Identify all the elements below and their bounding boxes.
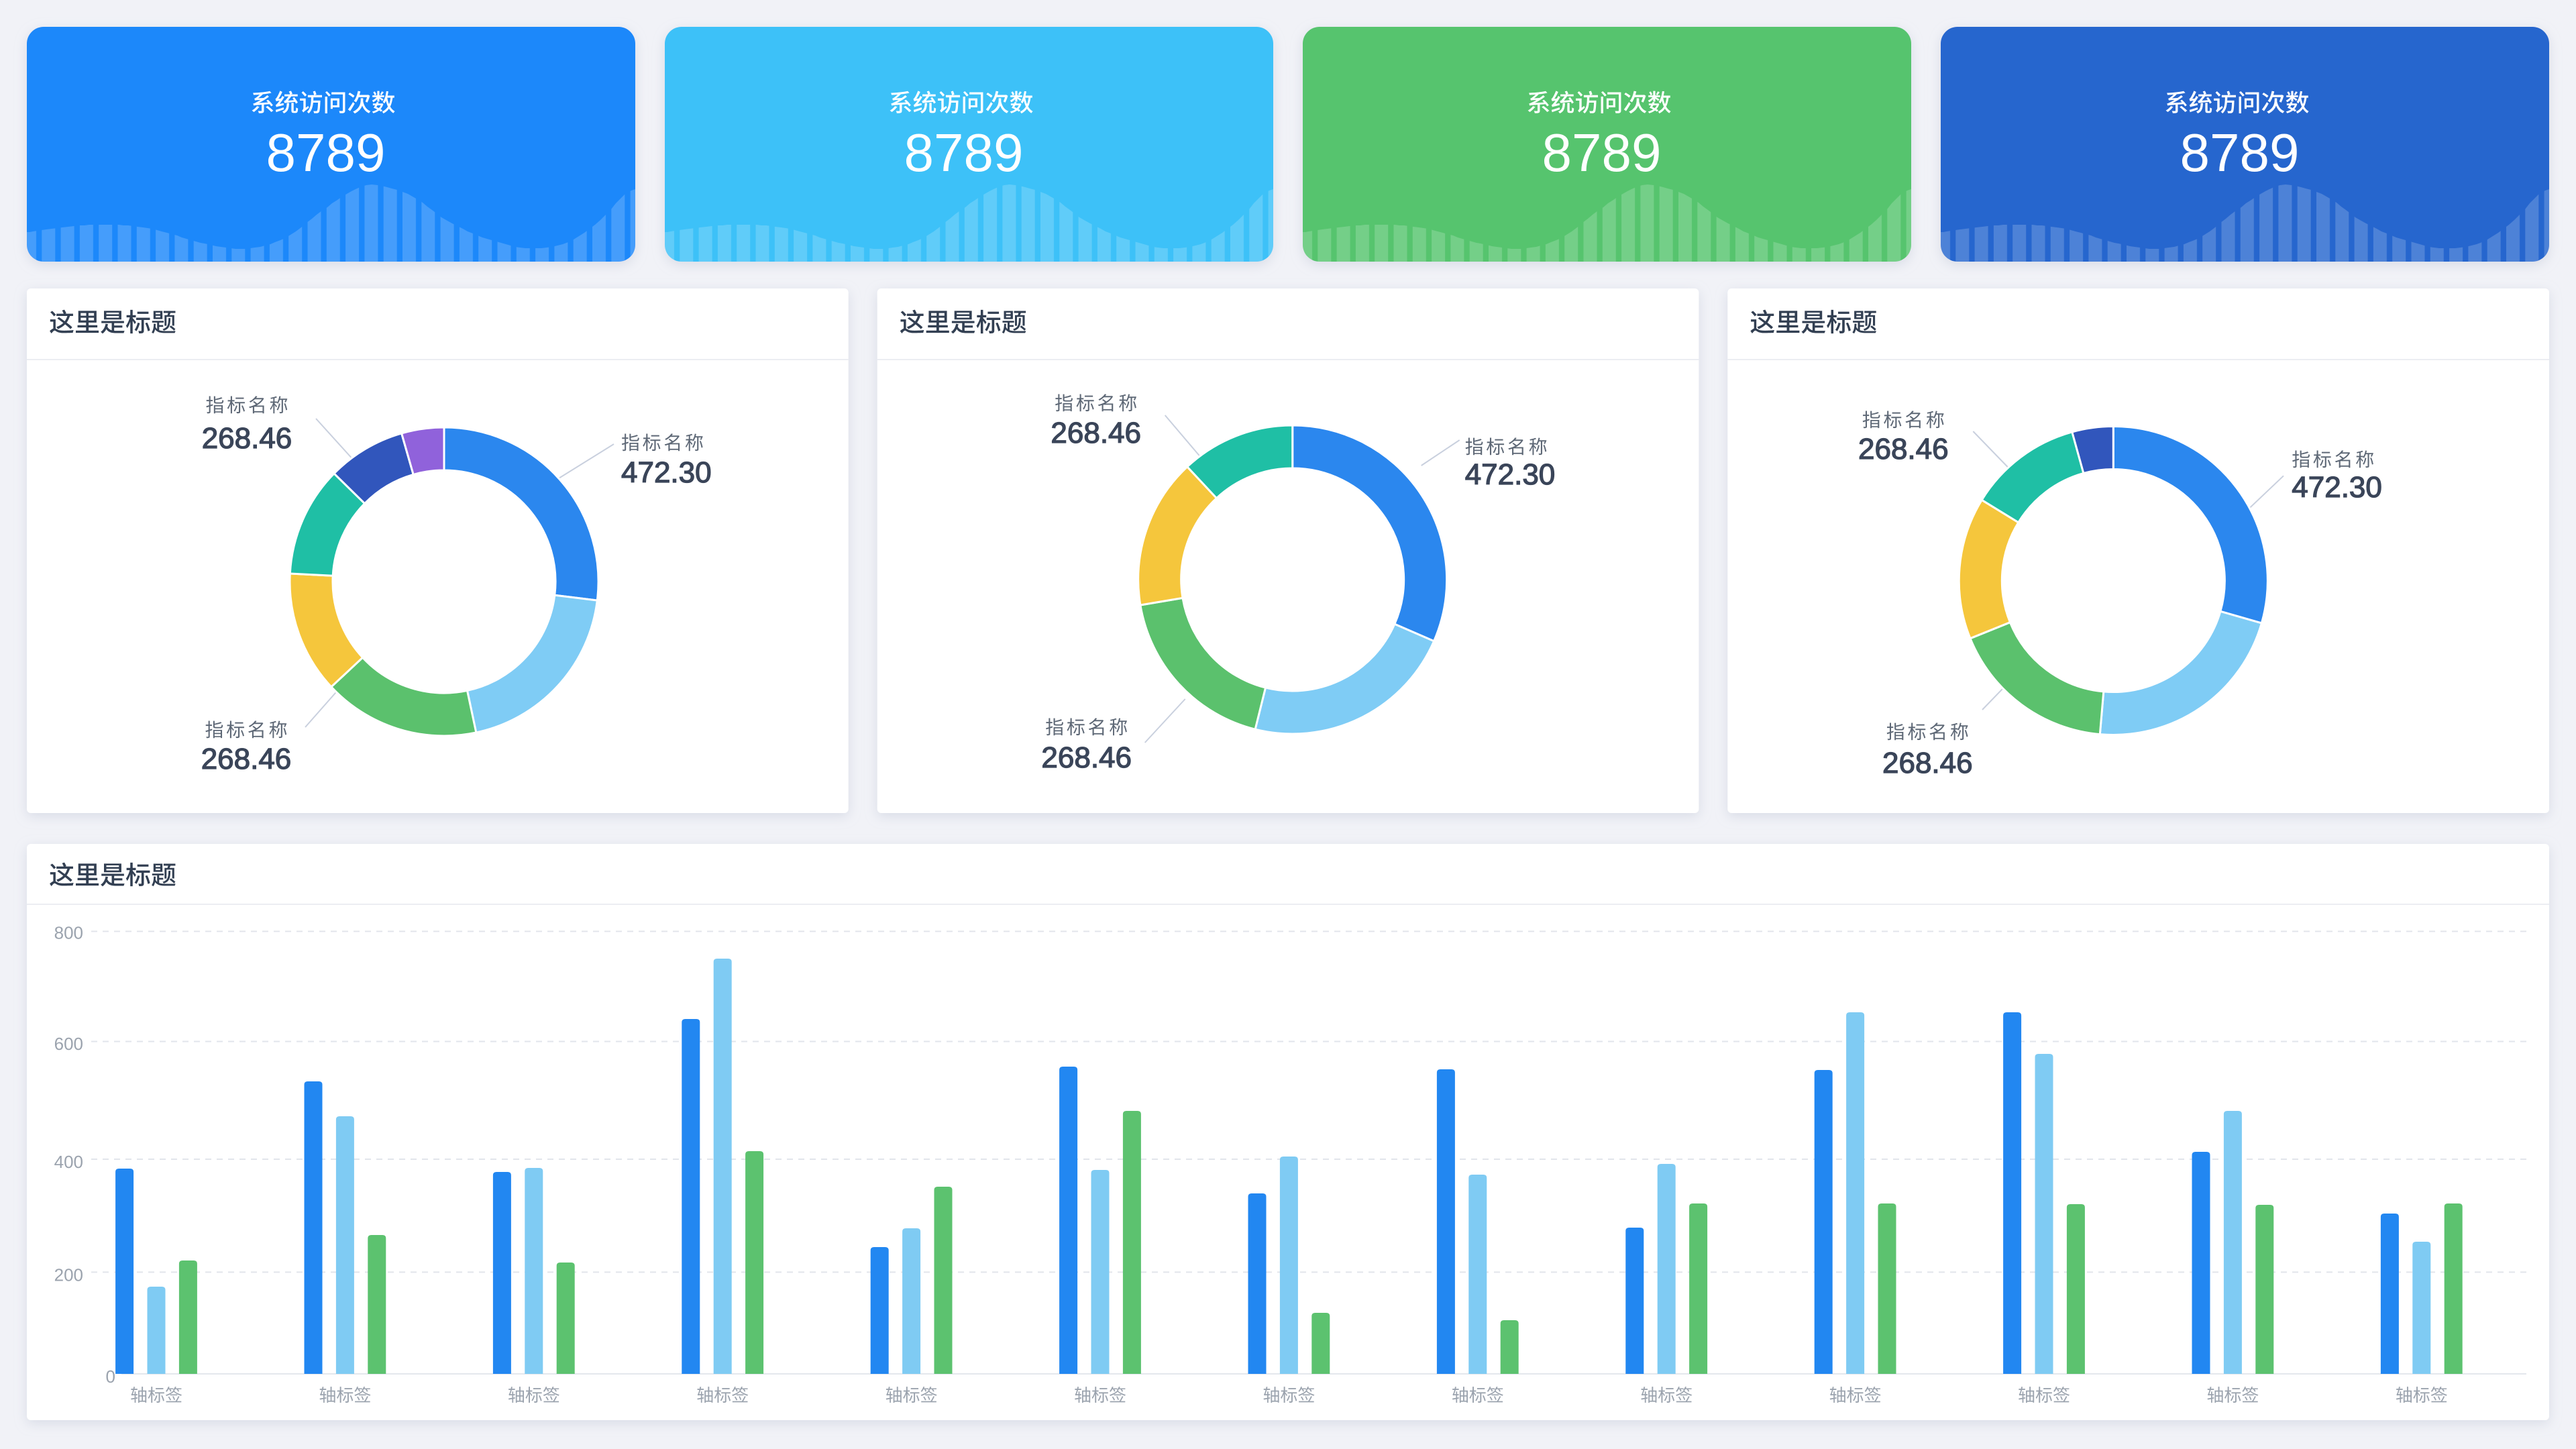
svg-text:268.46: 268.46 <box>1041 741 1132 774</box>
svg-text:0: 0 <box>106 1366 115 1387</box>
svg-text:268.46: 268.46 <box>1858 433 1949 466</box>
svg-text:472.30: 472.30 <box>621 456 712 489</box>
svg-text:8789: 8789 <box>2180 123 2300 182</box>
svg-text:400: 400 <box>54 1152 83 1172</box>
svg-text:200: 200 <box>54 1265 83 1285</box>
svg-text:268.46: 268.46 <box>1882 747 1973 780</box>
svg-text:268.46: 268.46 <box>202 422 292 455</box>
svg-text:472.30: 472.30 <box>1465 458 1556 491</box>
svg-text:268.46: 268.46 <box>1051 417 1141 449</box>
svg-text:600: 600 <box>54 1034 83 1054</box>
svg-text:8789: 8789 <box>1542 123 1662 182</box>
svg-text:268.46: 268.46 <box>201 743 292 775</box>
svg-text:8789: 8789 <box>904 123 1024 182</box>
svg-text:472.30: 472.30 <box>2292 471 2382 504</box>
svg-text:8789: 8789 <box>266 123 386 182</box>
svg-text:800: 800 <box>54 923 83 943</box>
